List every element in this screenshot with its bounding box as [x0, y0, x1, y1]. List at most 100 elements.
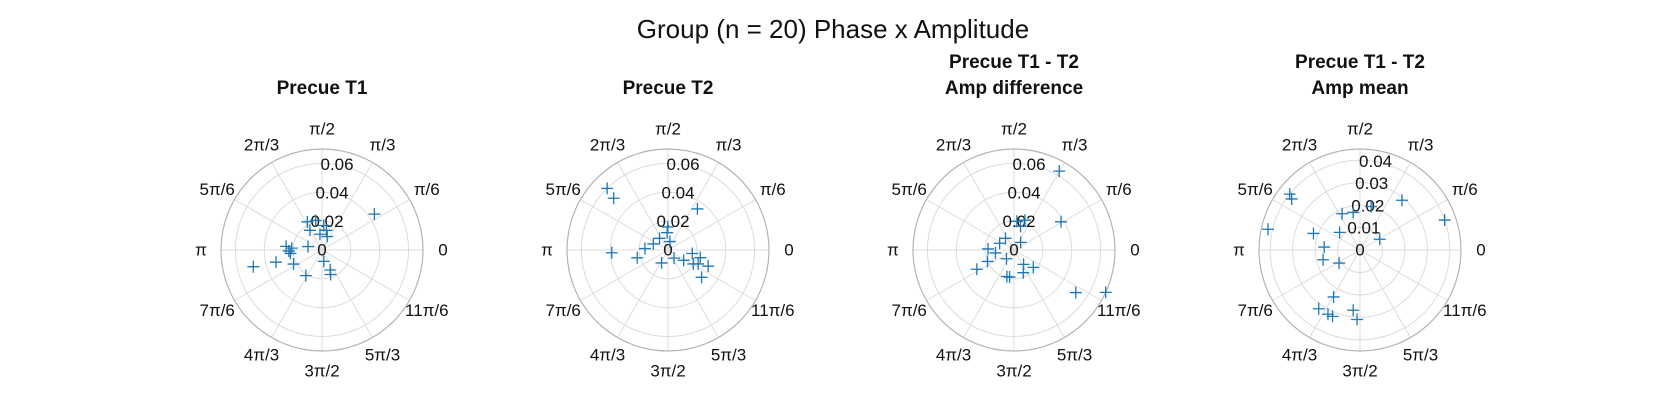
panel-title: Precue T1 - T2	[1295, 52, 1425, 73]
theta-tick-label: π/6	[1452, 180, 1478, 199]
data-point-marker	[607, 192, 620, 205]
data-point-marker	[989, 246, 1002, 259]
data-point-marker	[301, 215, 314, 228]
data-point-marker	[981, 255, 994, 268]
theta-tick-label: π/2	[655, 120, 681, 139]
angular-grid-spoke	[1013, 249, 1102, 301]
radial-tick-label: 0.04	[661, 184, 694, 203]
theta-tick-label: 7π/6	[200, 301, 235, 320]
data-point-marker	[313, 228, 326, 241]
data-point-marker	[269, 256, 282, 269]
data-point-marker	[1285, 192, 1298, 205]
data-point-marker	[1018, 214, 1031, 227]
data-point-marker	[247, 260, 260, 273]
angular-grid-spoke	[321, 249, 410, 301]
data-point-marker	[1000, 270, 1013, 283]
data-point-marker	[1333, 257, 1346, 270]
data-point-marker	[661, 226, 674, 239]
theta-tick-label: 5π/6	[1238, 180, 1273, 199]
theta-tick-label: π	[887, 241, 899, 260]
angular-grid-spoke	[1359, 249, 1411, 338]
theta-tick-label: 3π/2	[1342, 362, 1377, 381]
polar-panel: 0 π/6 π/3 π/2 2π/3 5π/6 π 7π/6 4π/3 3π/2 5π/3 11π/6…	[1233, 52, 1486, 381]
radial-tick-label: 0.04	[315, 184, 348, 203]
polar-boundary	[220, 148, 424, 352]
radial-tick-label: 0.01	[1347, 218, 1380, 237]
theta-tick-label: 11π/6	[1097, 301, 1141, 320]
theta-tick-label: 2π/3	[590, 136, 625, 155]
angular-grid-spoke	[234, 249, 323, 301]
angular-grid-spoke	[667, 162, 719, 251]
panel-title: Amp mean	[1311, 78, 1408, 99]
theta-tick-label: 2π/3	[1282, 136, 1317, 155]
data-point-marker	[631, 251, 644, 264]
angular-grid-spoke	[963, 249, 1015, 338]
theta-tick-label: π	[1233, 241, 1245, 260]
panel-title: Precue T2	[623, 78, 714, 99]
angular-grid-spoke	[271, 249, 323, 338]
data-point-marker	[1347, 206, 1360, 219]
angular-grid-spoke	[580, 249, 669, 301]
data-point-marker	[368, 208, 381, 221]
radial-tick-label: 0	[1355, 241, 1364, 260]
theta-tick-label: 3π/2	[650, 362, 685, 381]
theta-tick-label: 3π/2	[996, 362, 1031, 381]
polar-boundary	[566, 148, 770, 352]
theta-tick-label: 4π/3	[936, 345, 971, 364]
theta-tick-label: 0	[1130, 241, 1139, 260]
radial-tick-label: 0.06	[1012, 155, 1045, 174]
theta-tick-label: 5π/3	[1057, 345, 1092, 364]
theta-tick-label: 5π/3	[711, 345, 746, 364]
data-point-marker	[320, 224, 333, 237]
theta-tick-label: 11π/6	[1443, 301, 1487, 320]
theta-tick-label: 5π/6	[546, 180, 581, 199]
angular-grid-spoke	[1013, 199, 1102, 251]
data-point-marker	[317, 219, 330, 232]
theta-tick-label: π/3	[716, 136, 742, 155]
data-point-marker	[999, 232, 1012, 245]
theta-tick-label: 7π/6	[546, 301, 581, 320]
data-point-marker	[1262, 223, 1275, 236]
panel-title: Amp difference	[945, 78, 1083, 99]
radial-tick-label: 0	[663, 241, 672, 260]
data-point-marker	[1347, 304, 1360, 317]
data-point-marker	[993, 237, 1006, 250]
theta-tick-label: π/6	[760, 180, 786, 199]
data-point-marker	[1333, 226, 1346, 239]
theta-tick-label: 5π/6	[200, 180, 235, 199]
data-point-marker	[1099, 286, 1112, 299]
data-point-marker	[284, 247, 297, 260]
data-point-marker	[1373, 233, 1386, 246]
data-point-marker	[1283, 188, 1296, 201]
data-point-marker	[677, 254, 690, 267]
data-point-marker	[694, 251, 707, 264]
data-point-marker	[299, 269, 312, 282]
radial-tick-label: 0.02	[310, 212, 343, 231]
data-point-marker	[1014, 220, 1027, 233]
angular-grid-spoke	[1359, 162, 1411, 251]
theta-tick-label: 7π/6	[1238, 301, 1273, 320]
data-point-marker	[1438, 214, 1451, 227]
polar-boundary	[912, 148, 1116, 352]
radial-tick-label: 0.02	[1351, 196, 1384, 215]
data-point-marker	[691, 202, 704, 215]
data-point-marker	[668, 252, 681, 265]
theta-tick-label: 4π/3	[1282, 345, 1317, 364]
radial-tick-label: 0	[317, 241, 326, 260]
data-point-marker	[1395, 194, 1408, 207]
theta-tick-label: 7π/6	[892, 301, 927, 320]
data-point-marker	[695, 271, 708, 284]
angular-grid-spoke	[321, 199, 410, 251]
theta-tick-label: π/2	[309, 120, 335, 139]
theta-tick-label: 0	[784, 241, 793, 260]
data-point-marker	[1027, 261, 1040, 274]
angular-grid-spoke	[271, 162, 323, 251]
data-point-marker	[1351, 313, 1364, 326]
data-point-marker	[1017, 258, 1030, 271]
theta-tick-label: π/2	[1001, 120, 1027, 139]
polar-panels: 0 π/6 π/3 π/2 2π/3 5π/6 π 7π/6 4π/3 3π/2 5π/3 11π/6…	[195, 52, 1486, 381]
theta-tick-label: π/3	[1408, 136, 1434, 155]
angular-grid-spoke	[926, 249, 1015, 301]
data-point-marker	[1069, 286, 1082, 299]
data-point-marker	[982, 242, 995, 255]
